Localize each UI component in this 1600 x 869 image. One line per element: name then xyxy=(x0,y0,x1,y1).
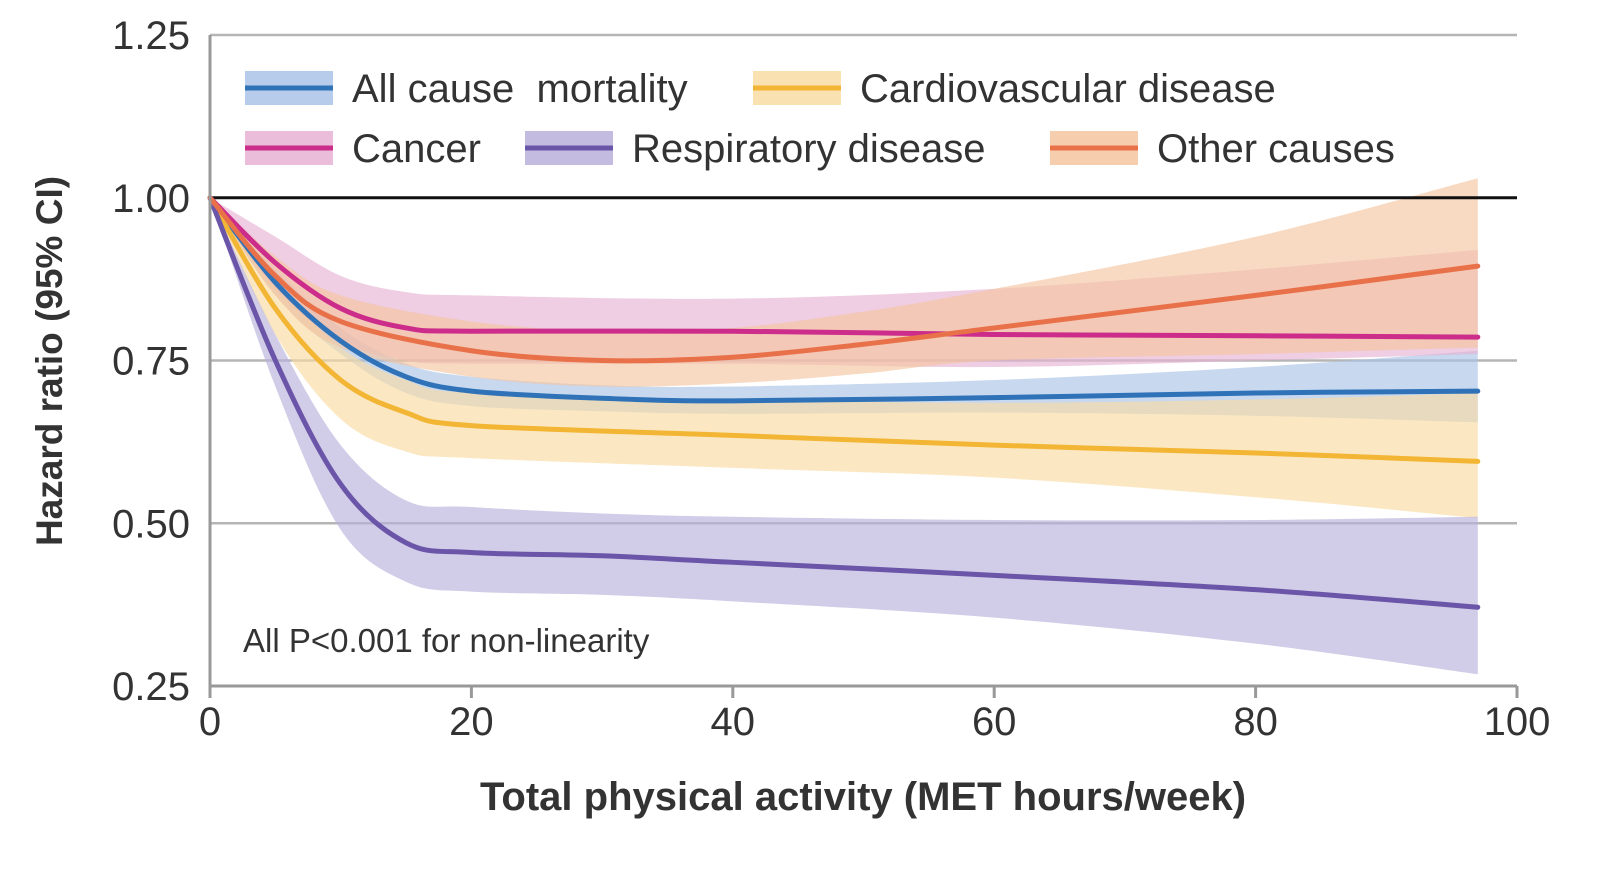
series-line-other-causes xyxy=(207,195,1481,364)
legend-label: Cardiovascular disease xyxy=(860,67,1276,111)
x-tick-label: 80 xyxy=(1233,700,1278,744)
legend-label: Other causes xyxy=(1157,127,1395,171)
confidence-bands xyxy=(210,178,1478,675)
legend-label: All cause mortality xyxy=(352,67,688,111)
legend-item: Cardiovascular disease xyxy=(753,67,1276,111)
annotation: All P<0.001 for non-linearity xyxy=(243,622,650,659)
series-line-respiratory-disease xyxy=(207,195,1481,610)
y-tick-label: 0.50 xyxy=(112,502,190,546)
y-axis-title: Hazard ratio (95% CI) xyxy=(29,176,70,546)
series-line-all-cause-mortality xyxy=(207,195,1481,404)
ci-band-cardiovascular-disease xyxy=(210,197,1478,519)
x-tick-label: 100 xyxy=(1484,700,1551,744)
series-line-cancer xyxy=(207,195,1481,340)
y-tick-label: 0.25 xyxy=(112,665,190,709)
series-lines xyxy=(207,195,1517,610)
legend-label: Cancer xyxy=(352,127,481,171)
series-line-cardiovascular-disease xyxy=(207,195,1481,464)
y-tick-label: 1.00 xyxy=(112,177,190,221)
x-tick-label: 0 xyxy=(199,700,221,744)
legend-item: Other causes xyxy=(1050,127,1395,171)
legend-item: All cause mortality xyxy=(245,67,688,111)
legend-item: Respiratory disease xyxy=(525,127,986,171)
axes: 0.25 0.50 0.75 1.00 1.25 0 20 40 60 80 100 xyxy=(112,14,1550,744)
legend: All cause mortality Cardiovascular diseas… xyxy=(245,67,1395,171)
x-tick-label: 20 xyxy=(449,700,494,744)
x-axis-title: Total physical activity (MET hours/week) xyxy=(480,775,1246,819)
legend-item: Cancer xyxy=(245,127,481,171)
y-tick-label: 0.75 xyxy=(112,340,190,384)
x-tick-label: 60 xyxy=(972,700,1017,744)
legend-label: Respiratory disease xyxy=(632,127,986,171)
x-tick-label: 40 xyxy=(711,700,756,744)
y-tick-label: 1.25 xyxy=(112,14,190,58)
